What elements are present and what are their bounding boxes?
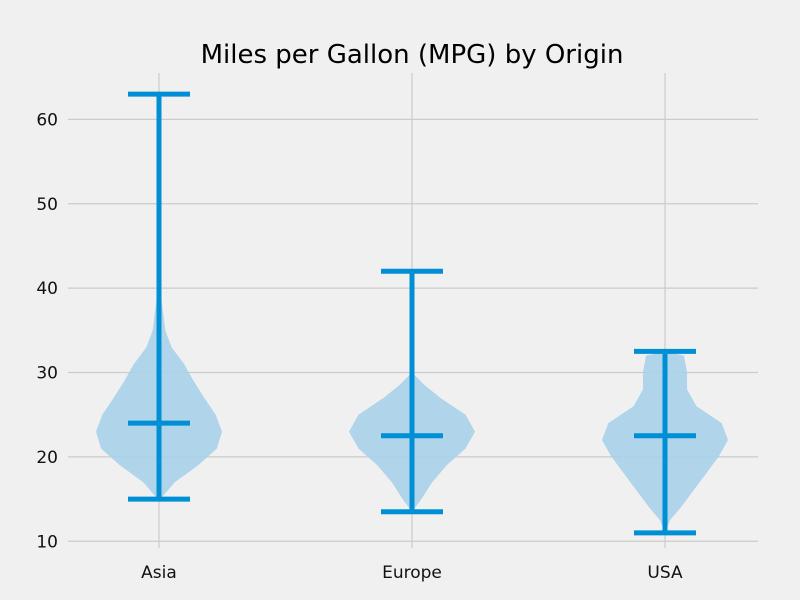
y-tick-label: 40 bbox=[36, 279, 58, 299]
y-tick-label: 10 bbox=[36, 532, 58, 552]
y-tick-label: 30 bbox=[36, 364, 58, 384]
x-tick-label: USA bbox=[647, 563, 683, 583]
tick-labels: 10 20 30 40 50 60 Asia Europe USA bbox=[36, 110, 683, 583]
chart-title: Miles per Gallon (MPG) by Origin bbox=[201, 40, 624, 70]
y-tick-label: 50 bbox=[36, 195, 58, 215]
stat-lines bbox=[128, 91, 696, 536]
x-tick-label: Asia bbox=[141, 563, 177, 583]
y-tick-label: 20 bbox=[36, 448, 58, 468]
x-tick-label: Europe bbox=[382, 563, 442, 583]
y-tick-label: 60 bbox=[36, 110, 58, 130]
